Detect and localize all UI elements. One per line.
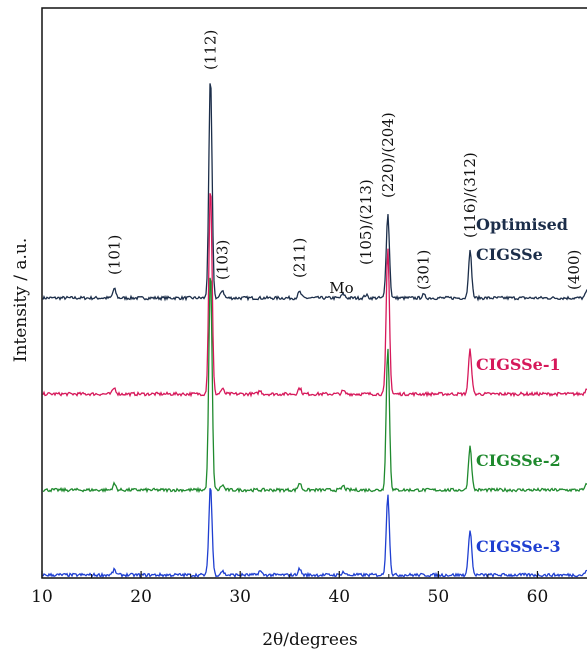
series-line-1 (42, 83, 587, 302)
series-line-4 (42, 488, 587, 579)
peak-label: (116)/(312) (461, 152, 479, 238)
peak-label: (211) (291, 238, 309, 278)
series-line-2 (42, 193, 587, 398)
x-tick-label: 20 (130, 587, 152, 607)
x-axis-title: 2θ/degrees (262, 630, 358, 650)
x-tick-label: 60 (527, 587, 549, 607)
x-tick-label: 10 (31, 587, 53, 607)
series-label: CIGSSe-2 (476, 451, 561, 470)
peak-label: (400) (565, 250, 583, 290)
peak-labels: (101) (112) (103) (211) (105)/(213)(220)/(20… (105, 30, 583, 297)
series-traces (42, 83, 587, 579)
series-label: CIGSSe-1 (476, 355, 561, 374)
series-label: CIGSSe (476, 245, 543, 264)
peak-label: (220)/(204) (379, 112, 397, 198)
x-tick-label: 30 (229, 587, 251, 607)
peak-label: (103) (213, 240, 231, 280)
plot-frame (41, 7, 587, 579)
y-axis-title: Intensity / a.u. (11, 238, 31, 363)
x-tick-label: 50 (428, 587, 450, 607)
peak-label: (301) (415, 250, 433, 290)
series-line-3 (42, 277, 587, 494)
series-labels: Optimised CIGSSe CIGSSe-1 CIGSSe-2 CIGSSe-3 (476, 215, 568, 556)
series-label: CIGSSe-3 (476, 537, 561, 556)
peak-label: (105)/(213) (357, 179, 375, 265)
series-label: Optimised (476, 215, 568, 234)
peak-label: (112) (201, 30, 219, 70)
x-tick-label: 40 (328, 587, 350, 607)
annotation-mo: Mo (329, 279, 353, 297)
x-axis-ticks: 10 20 30 40 50 60 (31, 571, 548, 607)
peak-label: (101) (105, 235, 123, 275)
